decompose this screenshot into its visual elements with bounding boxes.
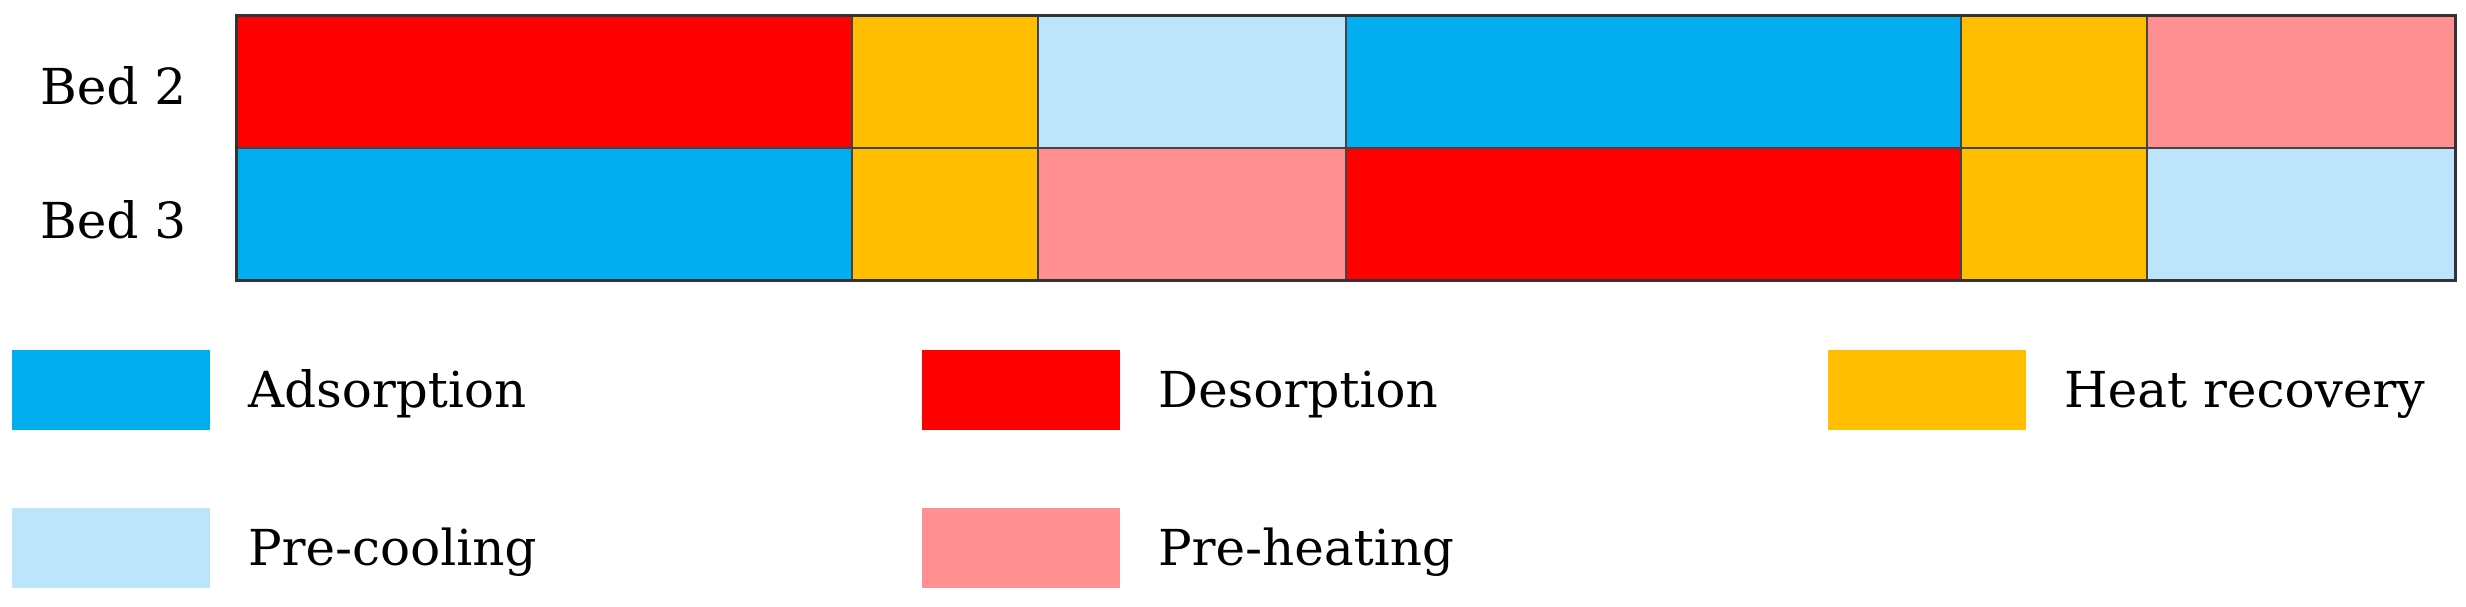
- segment-heat-recovery: [1959, 17, 2146, 147]
- segment-pre-cooling: [1036, 17, 1345, 147]
- legend-label-pre-cooling: Pre-cooling: [248, 519, 537, 577]
- bed-2-schedule-row: [238, 17, 2454, 147]
- segment-heat-recovery: [850, 149, 1037, 279]
- row-label-bed-2: Bed 2: [40, 58, 187, 116]
- legend-swatch-desorption: [922, 350, 1120, 430]
- legend-label-pre-heating: Pre-heating: [1158, 519, 1454, 577]
- legend-item-desorption: Desorption: [922, 350, 1438, 430]
- legend-item-pre-heating: Pre-heating: [922, 508, 1454, 588]
- segment-desorption: [238, 17, 851, 147]
- legend-item-pre-cooling: Pre-cooling: [12, 508, 536, 588]
- segment-pre-heating: [2145, 17, 2454, 147]
- segment-adsorption: [238, 149, 851, 279]
- row-label-bed-3: Bed 3: [40, 192, 187, 250]
- segment-desorption: [1345, 149, 1960, 279]
- legend-label-heat-recovery: Heat recovery: [2064, 361, 2425, 419]
- legend-swatch-pre-cooling: [12, 508, 210, 588]
- bed-3-schedule-row: [238, 147, 2454, 279]
- cycle-schedule-chart: [235, 14, 2457, 282]
- legend-swatch-adsorption: [12, 350, 210, 430]
- segment-pre-heating: [1036, 149, 1345, 279]
- segment-adsorption: [1345, 17, 1960, 147]
- legend-item-adsorption: Adsorption: [12, 350, 526, 430]
- segment-heat-recovery: [850, 17, 1037, 147]
- legend-label-desorption: Desorption: [1158, 361, 1438, 419]
- segment-pre-cooling: [2145, 149, 2454, 279]
- legend-swatch-pre-heating: [922, 508, 1120, 588]
- legend-swatch-heat-recovery: [1828, 350, 2026, 430]
- segment-heat-recovery: [1959, 149, 2146, 279]
- legend-label-adsorption: Adsorption: [248, 361, 527, 419]
- legend-item-heat-recovery: Heat recovery: [1828, 350, 2425, 430]
